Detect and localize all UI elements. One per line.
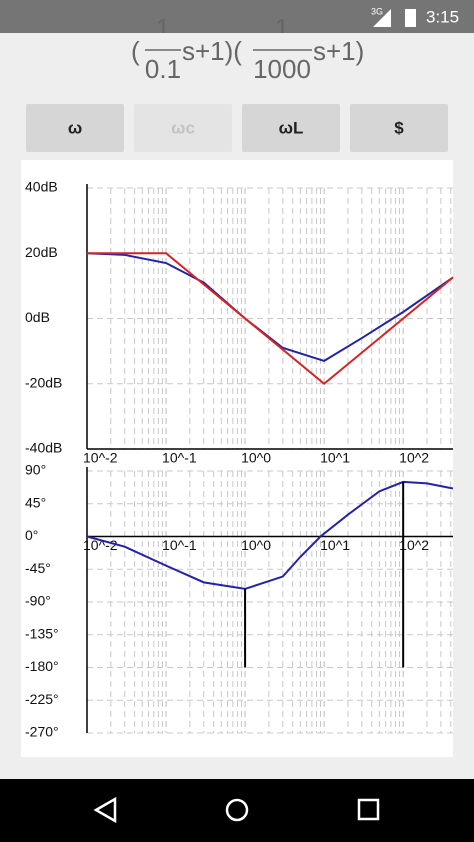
x-tick-label: 10^2 xyxy=(399,450,429,466)
x-tick-label: 10^-1 xyxy=(162,450,197,466)
y-tick-label: -180° xyxy=(25,658,59,674)
y-tick-label: -40dB xyxy=(25,440,62,456)
button[interactable] xyxy=(350,104,448,152)
button-row: ω ωc ωL $ xyxy=(26,104,448,152)
x-tick-label: 10^1 xyxy=(320,450,350,466)
button xyxy=(134,104,232,152)
x-tick-label: 10^1 xyxy=(320,537,350,553)
x-tick-label: 10^0 xyxy=(241,450,271,466)
y-tick-label: -90° xyxy=(25,593,51,609)
battery-icon xyxy=(405,9,416,27)
formula-clip xyxy=(0,33,474,41)
y-tick-label: -45° xyxy=(25,560,51,576)
series-line xyxy=(87,252,454,386)
status-bar xyxy=(0,0,474,33)
clock: 3:15 xyxy=(426,7,459,26)
y-tick-label: -135° xyxy=(25,625,59,641)
button[interactable] xyxy=(242,104,340,152)
button[interactable] xyxy=(26,104,124,152)
nav-bar xyxy=(0,779,474,842)
button-label[interactable]: ωL xyxy=(279,118,304,137)
x-tick-label: 10^-2 xyxy=(83,537,118,553)
y-tick-label: 90° xyxy=(25,462,46,478)
x-tick-label: 10^-1 xyxy=(162,537,197,553)
y-tick-label: 45° xyxy=(25,494,46,510)
button-label: ωc xyxy=(171,118,195,137)
button-label[interactable]: ω xyxy=(68,118,82,137)
y-tick-label: 0° xyxy=(25,527,38,543)
y-tick-label: -270° xyxy=(25,724,59,740)
y-tick-label: -20dB xyxy=(25,374,62,390)
network-type: 3G xyxy=(371,6,383,16)
denominator: 0.1 xyxy=(145,54,181,84)
denominator: 1000 xyxy=(253,54,311,84)
back-button[interactable] xyxy=(93,796,117,824)
recents-button[interactable] xyxy=(357,798,380,821)
button-label[interactable]: $ xyxy=(394,118,404,137)
x-tick-label: 10^-2 xyxy=(83,450,118,466)
charts: 40dB 20dB 0dB -20dB -40dB 10^-2 10^-1 10^0 10^1 1… xyxy=(25,179,454,740)
home-button[interactable] xyxy=(225,798,249,822)
y-tick-label: -225° xyxy=(25,691,59,707)
signal-icon xyxy=(373,9,391,27)
x-tick-label: 10^2 xyxy=(399,537,429,553)
formula-open: ( xyxy=(131,36,140,66)
y-tick-label: 0dB xyxy=(25,309,50,325)
x-tick-label: 10^0 xyxy=(241,537,271,553)
y-tick-label: 40dB xyxy=(25,179,58,195)
y-tick-label: 20dB xyxy=(25,244,58,260)
